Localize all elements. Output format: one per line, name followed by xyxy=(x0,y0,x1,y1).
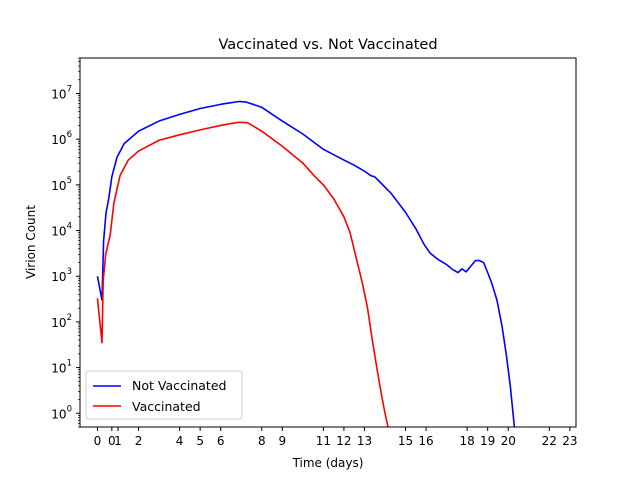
x-tick-label: 0 xyxy=(108,434,116,448)
y-axis-label: Virion Count xyxy=(24,205,38,279)
y-tick-label: 106 xyxy=(51,130,72,147)
y-tick-label: 100 xyxy=(51,404,72,421)
x-tick-label: 20 xyxy=(501,434,516,448)
y-tick-label: 104 xyxy=(51,222,72,239)
x-tick-label: 0 xyxy=(94,434,102,448)
series-line-vaccinated xyxy=(96,121,389,427)
x-tick-label: 6 xyxy=(217,434,225,448)
legend-box xyxy=(85,370,243,420)
x-tick-label: 8 xyxy=(258,434,266,448)
x-tick-label: 9 xyxy=(278,434,286,448)
x-tick-label: 15 xyxy=(398,434,413,448)
y-tick-label: 102 xyxy=(51,313,72,330)
series-group xyxy=(96,100,516,427)
x-tick-label: 22 xyxy=(542,434,557,448)
x-tick-label: 19 xyxy=(480,434,495,448)
y-tick-label: 107 xyxy=(51,85,72,102)
x-tick-label: 13 xyxy=(357,434,372,448)
x-axis-label: Time (days) xyxy=(292,456,364,470)
x-tick-label: 1 xyxy=(114,434,122,448)
x-tick-label: 2 xyxy=(135,434,143,448)
x-axis: 0 01 2 4 5 6 8 9 11 12 13 15 16 18 19 20 22 23 xyxy=(94,427,577,448)
y-axis: 100 101 102 103 104 105 106 107 xyxy=(51,57,80,428)
y-tick-label: 105 xyxy=(51,176,72,193)
x-tick-label: 12 xyxy=(336,434,351,448)
plot-area xyxy=(79,57,577,428)
x-tick-label: 16 xyxy=(418,434,433,448)
y-tick-label: 103 xyxy=(51,267,72,284)
x-tick-label: 5 xyxy=(196,434,204,448)
x-tick-label: 23 xyxy=(562,434,577,448)
y-tick-label: 101 xyxy=(51,359,72,376)
x-tick-label: 11 xyxy=(316,434,331,448)
chart-title: Vaccinated vs. Not Vaccinated xyxy=(218,37,437,53)
legend-label-vaccinated: Vaccinated xyxy=(132,399,201,414)
legend-label-not-vaccinated: Not Vaccinated xyxy=(132,378,226,393)
plot-frame xyxy=(79,57,577,428)
legend: Not Vaccinated Vaccinated xyxy=(85,370,243,420)
x-tick-label: 18 xyxy=(460,434,475,448)
x-tick-label: 4 xyxy=(176,434,184,448)
series-line-not-vaccinated xyxy=(96,100,516,427)
